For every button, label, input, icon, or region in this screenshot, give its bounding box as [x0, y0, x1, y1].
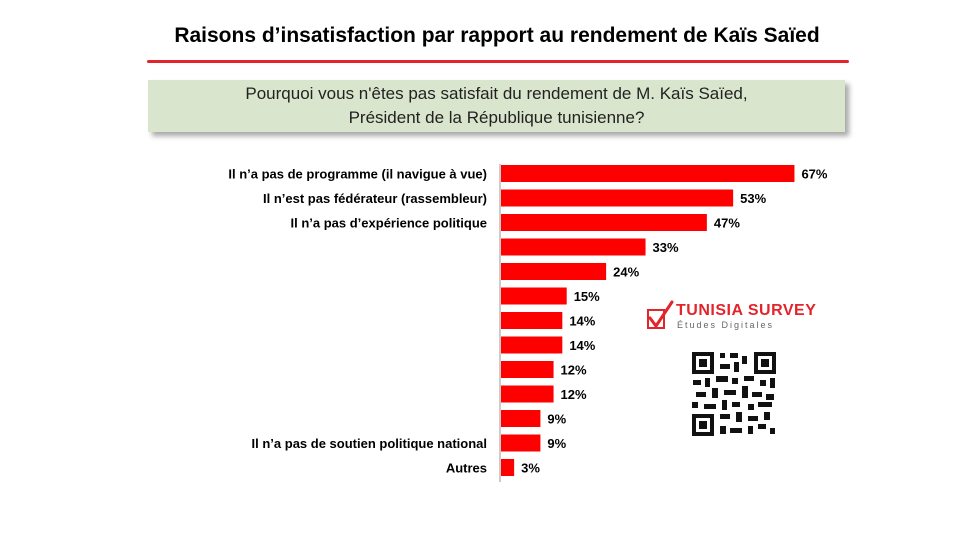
checkmark-icon — [647, 300, 674, 329]
logo-tagline: Études Digitales — [677, 320, 775, 330]
value-label: 33% — [653, 240, 679, 255]
bar — [501, 434, 541, 452]
bar — [501, 459, 515, 476]
bar — [501, 336, 563, 354]
value-label: 24% — [613, 265, 639, 280]
qr-code-icon — [690, 350, 778, 438]
bar — [501, 385, 554, 403]
value-label: 47% — [714, 216, 740, 231]
question-line-1: Pourquoi vous n'êtes pas satisfait du re… — [245, 84, 748, 103]
category-label: Il n’a pas d’expérience politique — [291, 216, 488, 231]
category-labels-group: Il n’a pas de programme (il navigue à vu… — [228, 167, 487, 476]
value-label: 14% — [569, 338, 595, 353]
bar — [501, 189, 734, 207]
value-label: 15% — [574, 289, 600, 304]
bar — [501, 361, 554, 378]
value-label: 53% — [740, 191, 766, 206]
category-label: Il n’est pas fédérateur (rassembleur) — [263, 191, 487, 206]
value-label: 12% — [561, 387, 587, 402]
chart-title: Raisons d’insatisfaction par rapport au … — [174, 24, 820, 47]
category-label: Autres — [446, 461, 487, 476]
value-label: 12% — [561, 363, 587, 378]
category-label: Il n’a pas de soutien politique national — [252, 436, 487, 451]
bar — [501, 238, 646, 256]
title-underline — [147, 60, 849, 63]
bar — [501, 312, 563, 329]
value-label: 14% — [569, 314, 595, 329]
category-label: Il n’a pas de programme (il navigue à vu… — [228, 167, 487, 182]
bar — [501, 165, 795, 182]
bar — [501, 410, 541, 427]
value-labels-group: 67% 53%47% 33% 24% 15% 14% 14% 12% 12% 9% 9% 3% — [521, 167, 828, 476]
bar — [501, 287, 567, 305]
tunisia-survey-logo: TUNISIA SURVEY Études Digitales — [646, 300, 816, 334]
logo-name: TUNISIA SURVEY — [676, 302, 817, 319]
bars-group — [501, 165, 795, 476]
value-label: 67% — [801, 167, 827, 182]
bar — [501, 263, 607, 280]
question-line-2: Président de la République tunisienne? — [348, 108, 645, 127]
question-box: Pourquoi vous n'êtes pas satisfait du re… — [148, 80, 845, 132]
value-label: 3% — [521, 461, 540, 476]
value-label: 9% — [547, 436, 566, 451]
value-label: 9% — [547, 412, 566, 427]
bar — [501, 214, 707, 231]
